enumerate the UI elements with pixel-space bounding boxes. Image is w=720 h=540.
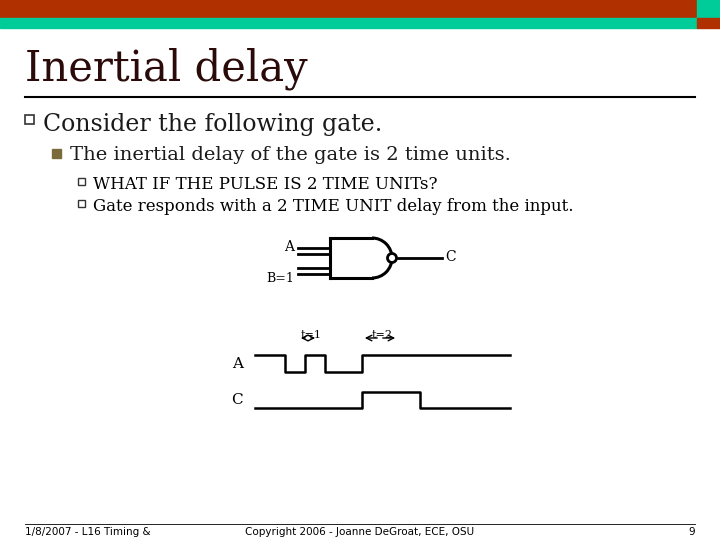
Circle shape xyxy=(387,253,397,262)
Text: C: C xyxy=(231,393,243,407)
Bar xyxy=(697,0,720,18)
Text: t=2: t=2 xyxy=(372,330,393,340)
Bar xyxy=(0,0,697,18)
Text: B=1: B=1 xyxy=(266,272,294,285)
Text: Inertial delay: Inertial delay xyxy=(25,48,307,91)
Text: A: A xyxy=(284,240,294,254)
Bar xyxy=(78,178,85,185)
Text: Copyright 2006 - Joanne DeGroat, ECE, OSU: Copyright 2006 - Joanne DeGroat, ECE, OS… xyxy=(246,527,474,537)
Bar xyxy=(697,18,720,28)
Text: A: A xyxy=(232,356,243,370)
Text: The inertial delay of the gate is 2 time units.: The inertial delay of the gate is 2 time… xyxy=(70,146,511,164)
Bar xyxy=(78,200,85,207)
Text: C: C xyxy=(446,250,456,264)
Bar xyxy=(25,115,34,124)
Text: Gate responds with a 2 TIME UNIT delay from the input.: Gate responds with a 2 TIME UNIT delay f… xyxy=(93,198,574,215)
Text: t=1: t=1 xyxy=(301,330,322,340)
Text: 1/8/2007 - L16 Timing &
Concurrency III: 1/8/2007 - L16 Timing & Concurrency III xyxy=(25,527,150,540)
Text: Consider the following gate.: Consider the following gate. xyxy=(43,113,382,136)
Bar xyxy=(0,18,697,28)
Text: WHAT IF THE PULSE IS 2 TIME UNITs?: WHAT IF THE PULSE IS 2 TIME UNITs? xyxy=(93,176,438,193)
Bar xyxy=(52,149,61,158)
Text: 9: 9 xyxy=(688,527,695,537)
